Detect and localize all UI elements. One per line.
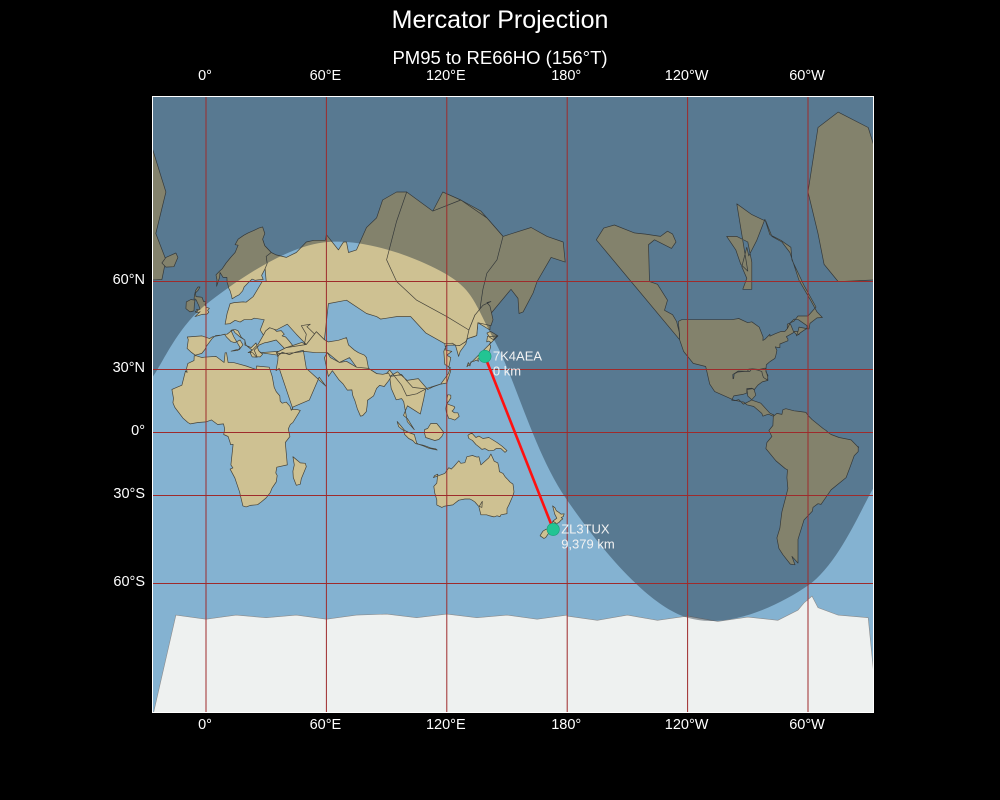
svg-text:9,379 km: 9,379 km [561,536,614,551]
svg-text:0 km: 0 km [493,363,521,378]
svg-text:7K4AEA: 7K4AEA [493,348,542,363]
svg-text:ZL3TUX: ZL3TUX [561,521,610,536]
